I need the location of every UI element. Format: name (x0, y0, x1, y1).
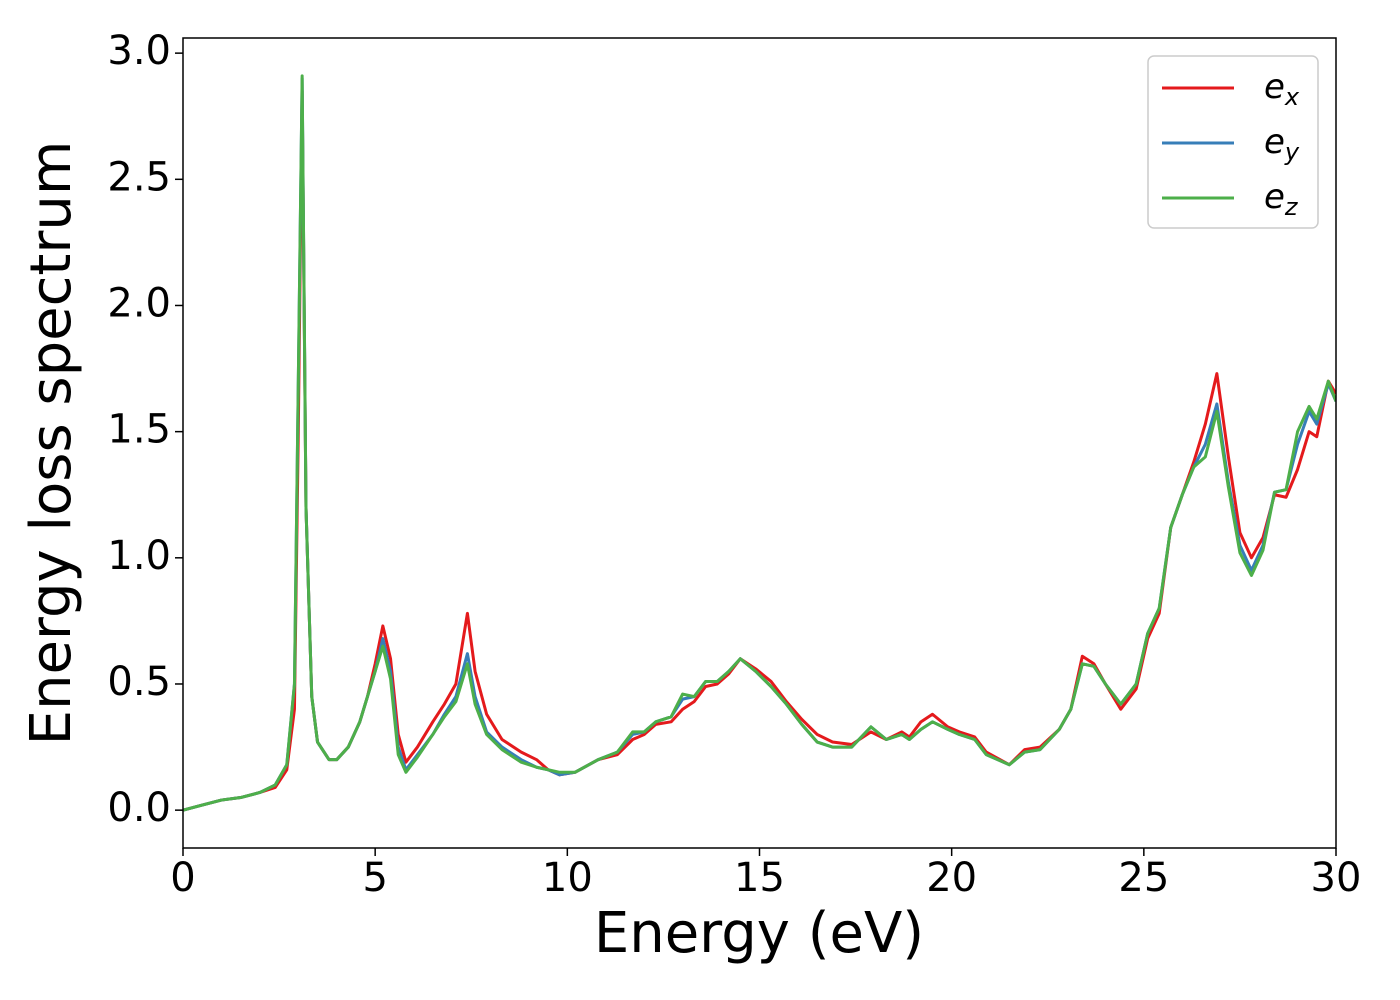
plot-frame (182, 37, 1337, 849)
x-tick-label: 15 (734, 855, 785, 901)
x-tick-label: 0 (170, 855, 195, 901)
x-tick-label: 30 (1311, 855, 1362, 901)
legend-label: ex (1264, 67, 1300, 112)
y-tick-label: 0.5 (107, 659, 171, 705)
series-line (183, 74, 1336, 812)
x-axis-label: Energy (eV) (594, 901, 924, 966)
y-tick-label: 3.0 (107, 28, 171, 74)
y-tick-label: 1.0 (107, 533, 171, 579)
y-tick-label: 2.5 (107, 154, 171, 200)
y-tick-label: 2.0 (107, 280, 171, 326)
x-tick-label: 5 (362, 855, 387, 901)
legend-label: ey (1264, 122, 1300, 167)
legend-label: ez (1264, 177, 1299, 222)
y-tick-label: 1.5 (107, 407, 171, 453)
y-axis-label: Energy loss spectrum (19, 141, 84, 746)
y-tick-label: 0.0 (107, 785, 171, 831)
x-tick-label: 20 (926, 855, 977, 901)
x-tick-label: 10 (542, 855, 593, 901)
x-tick-label: 25 (1118, 855, 1169, 901)
